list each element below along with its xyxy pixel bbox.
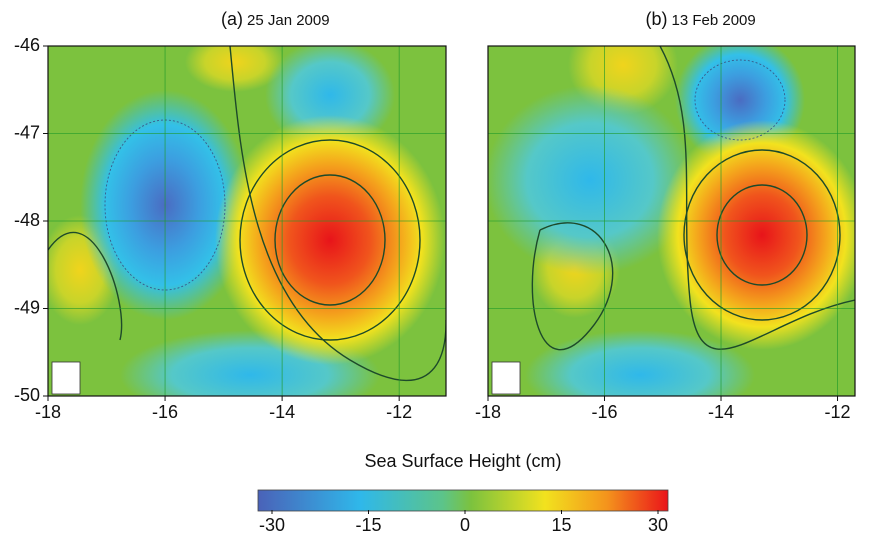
colorbar-tick-label: 0 [460,515,470,535]
field-b [488,46,855,396]
colorbar-tick-label: 15 [551,515,571,535]
panel-label: (b) [646,9,668,29]
panel-date: 25 Jan 2009 [247,12,330,29]
y-tick-label: -46 [14,35,40,55]
x-tick-label: -16 [592,402,618,422]
y-tick-label: -48 [14,210,40,230]
colorbar-tick-label: -30 [259,515,285,535]
x-tick-label: -14 [708,402,734,422]
x-tick-label: -16 [152,402,178,422]
x-tick-label: -18 [35,402,61,422]
colorbar [257,489,669,512]
panel-frame [47,45,447,397]
x-tick-label: -18 [475,402,501,422]
y-tick-label: -50 [14,385,40,405]
field-a [48,46,446,396]
panel-label: (a) [221,9,243,29]
colorbar-label: Sea Surface Height (cm) [364,451,561,471]
x-tick-label: -14 [269,402,295,422]
y-tick-label: -47 [14,122,40,142]
y-tick-label: -49 [14,297,40,317]
panel-date: 13 Feb 2009 [672,12,756,29]
panel-frame [487,45,856,397]
colorbar-tick-label: -15 [355,515,381,535]
x-tick-label: -12 [825,402,851,422]
x-tick-label: -12 [386,402,412,422]
colorbar-tick-label: 30 [648,515,668,535]
